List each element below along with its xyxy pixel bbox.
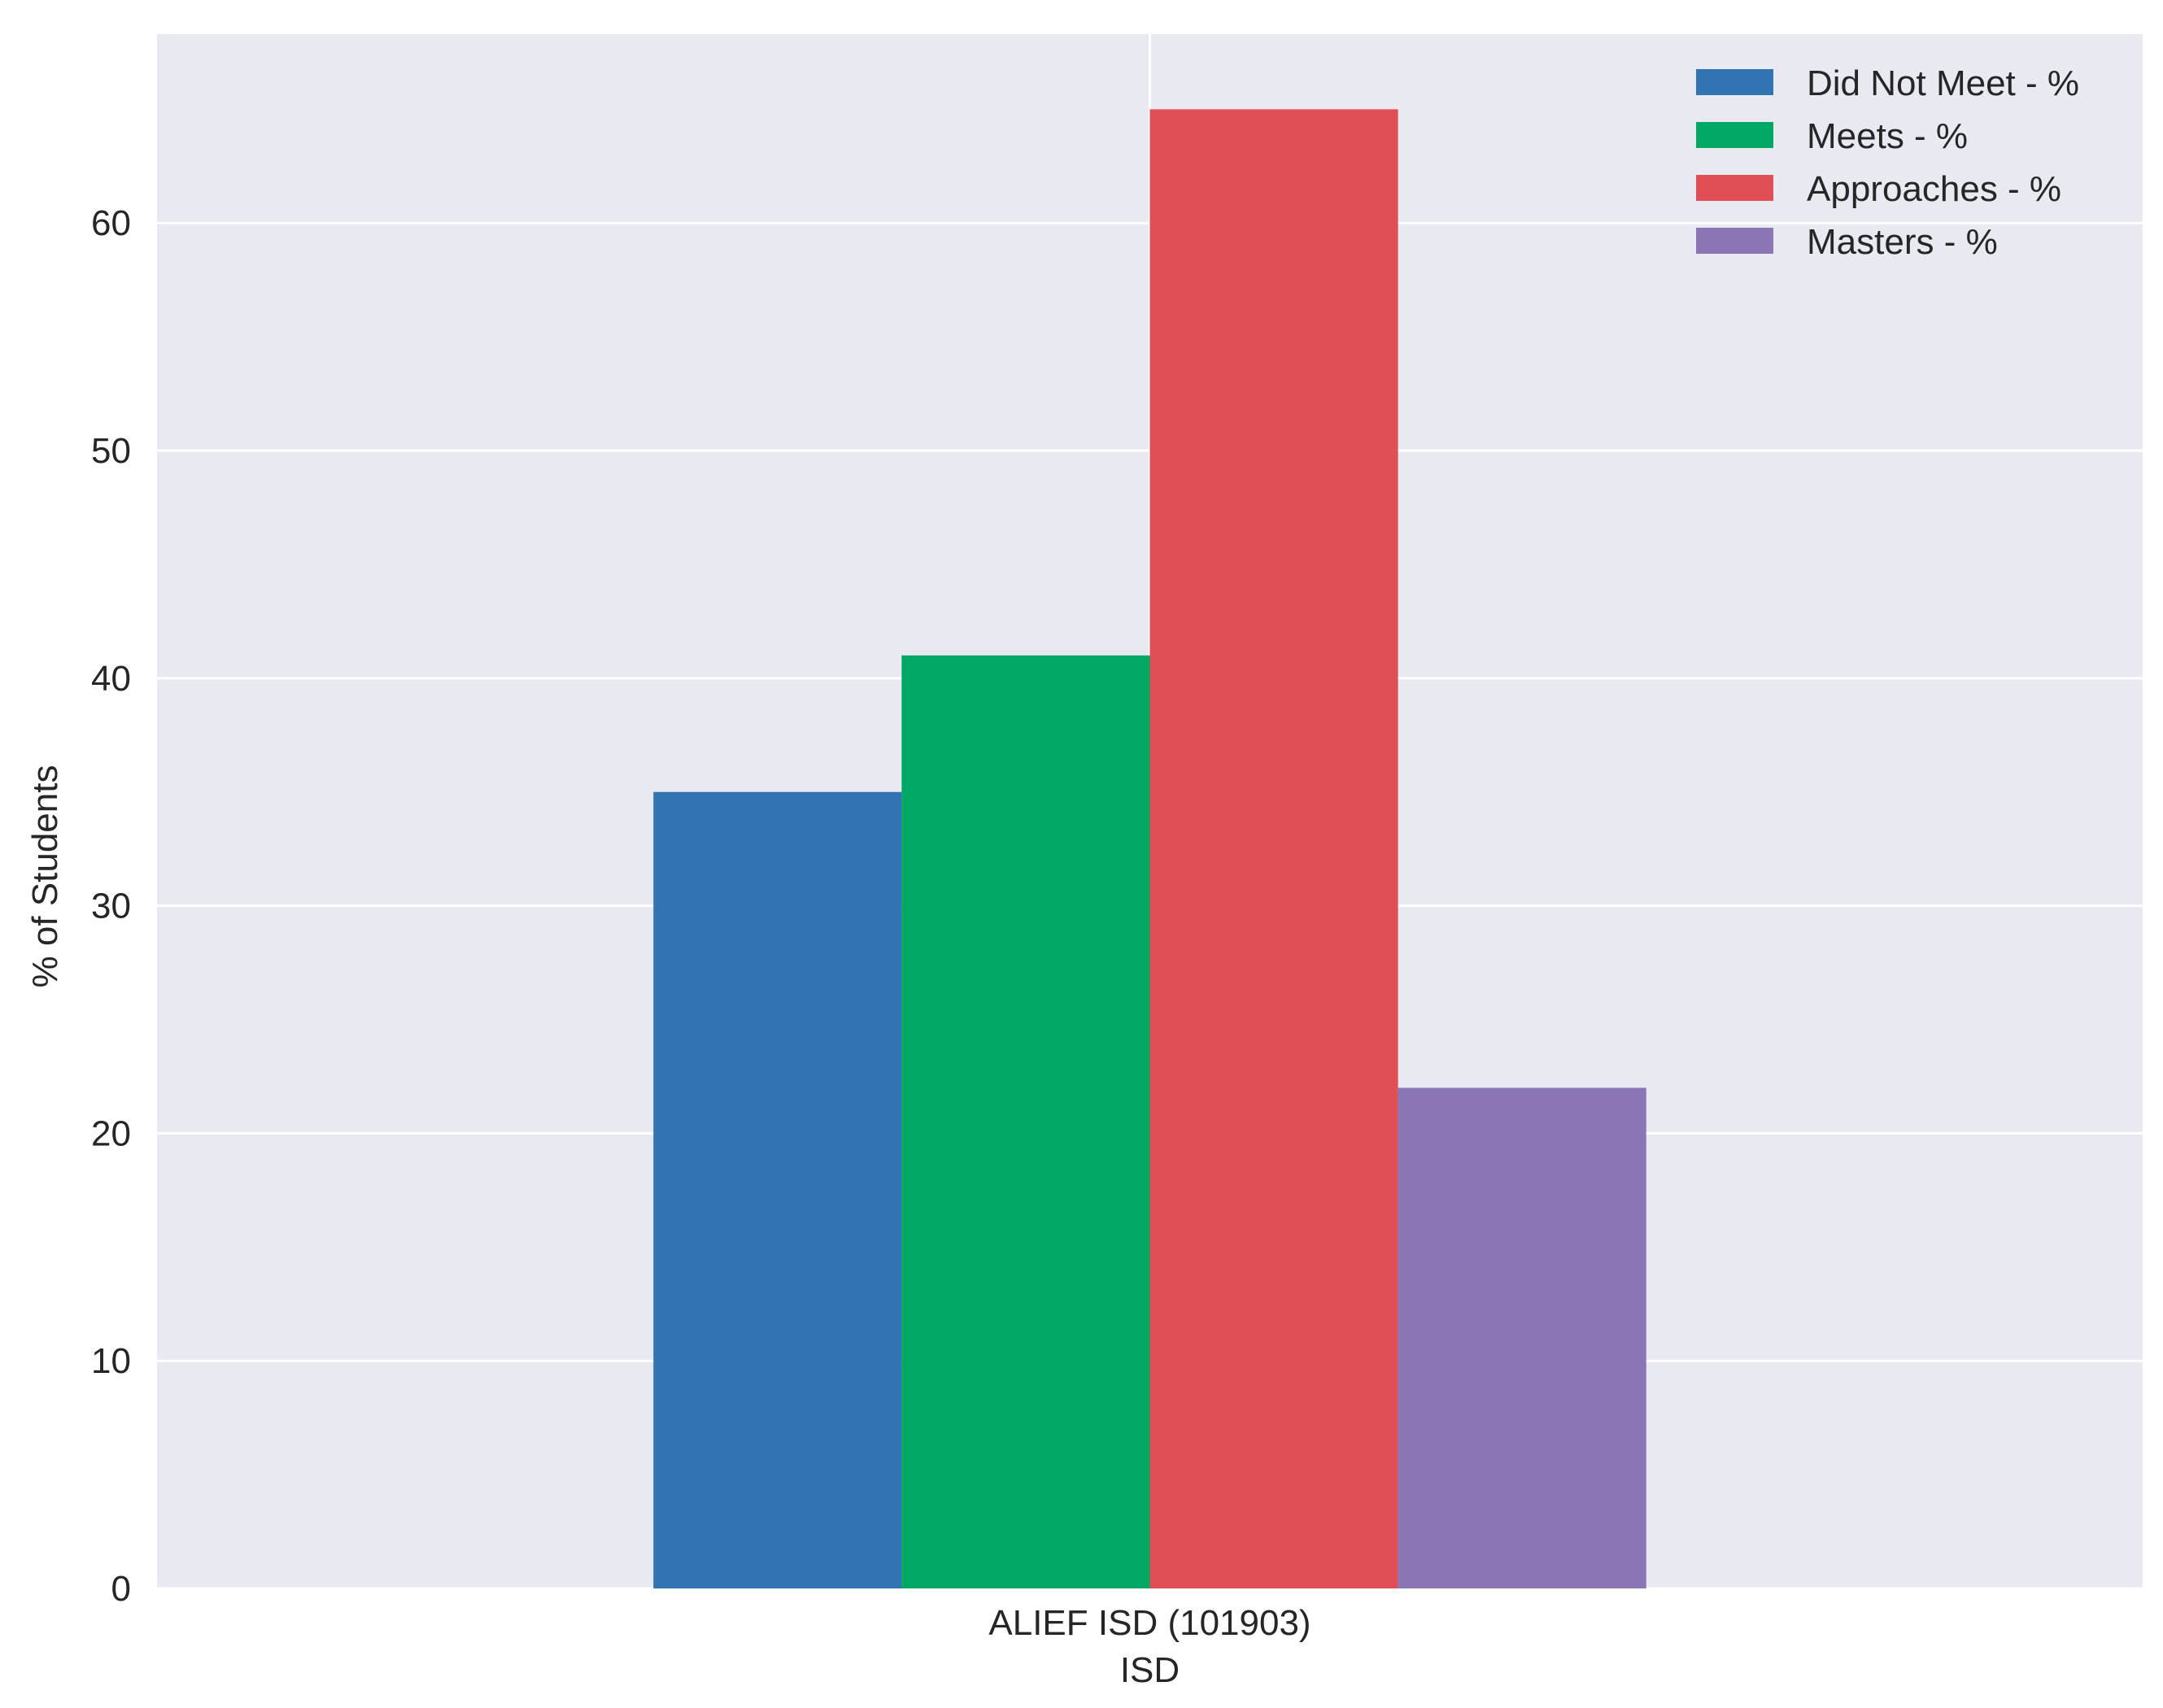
x-tick-labels: ALIEF ISD (101903) [988, 1603, 1310, 1643]
bar-meets [901, 655, 1150, 1589]
y-tick-label: 60 [91, 203, 131, 243]
legend-label-did-not-meet: Did Not Meet - % [1807, 63, 2079, 103]
y-tick-label: 40 [91, 659, 131, 699]
legend-swatch-did-not-meet [1696, 69, 1773, 95]
bars [653, 109, 1646, 1589]
legend-label-approaches: Approaches - % [1807, 169, 2061, 209]
y-tick-label: 50 [91, 431, 131, 471]
y-axis-label: % of Students [25, 765, 65, 988]
x-tick-label: ALIEF ISD (101903) [988, 1603, 1310, 1643]
y-tick-labels: 0 10 20 30 40 50 60 [91, 203, 131, 1609]
legend-swatch-approaches [1696, 175, 1773, 201]
y-tick-label: 20 [91, 1113, 131, 1153]
bar-did-not-meet [653, 791, 902, 1588]
bar-masters [1398, 1087, 1646, 1588]
legend-swatch-masters [1696, 228, 1773, 254]
legend-label-masters: Masters - % [1807, 222, 1998, 262]
legend-swatch-meets [1696, 122, 1773, 148]
legend: Did Not Meet - % Meets - % Approaches - % M… [1696, 63, 2079, 262]
y-tick-label: 0 [111, 1569, 131, 1609]
y-tick-label: 30 [91, 887, 131, 926]
bar-approaches [1149, 109, 1398, 1588]
legend-label-meets: Meets - % [1807, 116, 1968, 156]
y-tick-label: 10 [91, 1341, 131, 1381]
x-axis-label: ISD [1120, 1650, 1180, 1690]
